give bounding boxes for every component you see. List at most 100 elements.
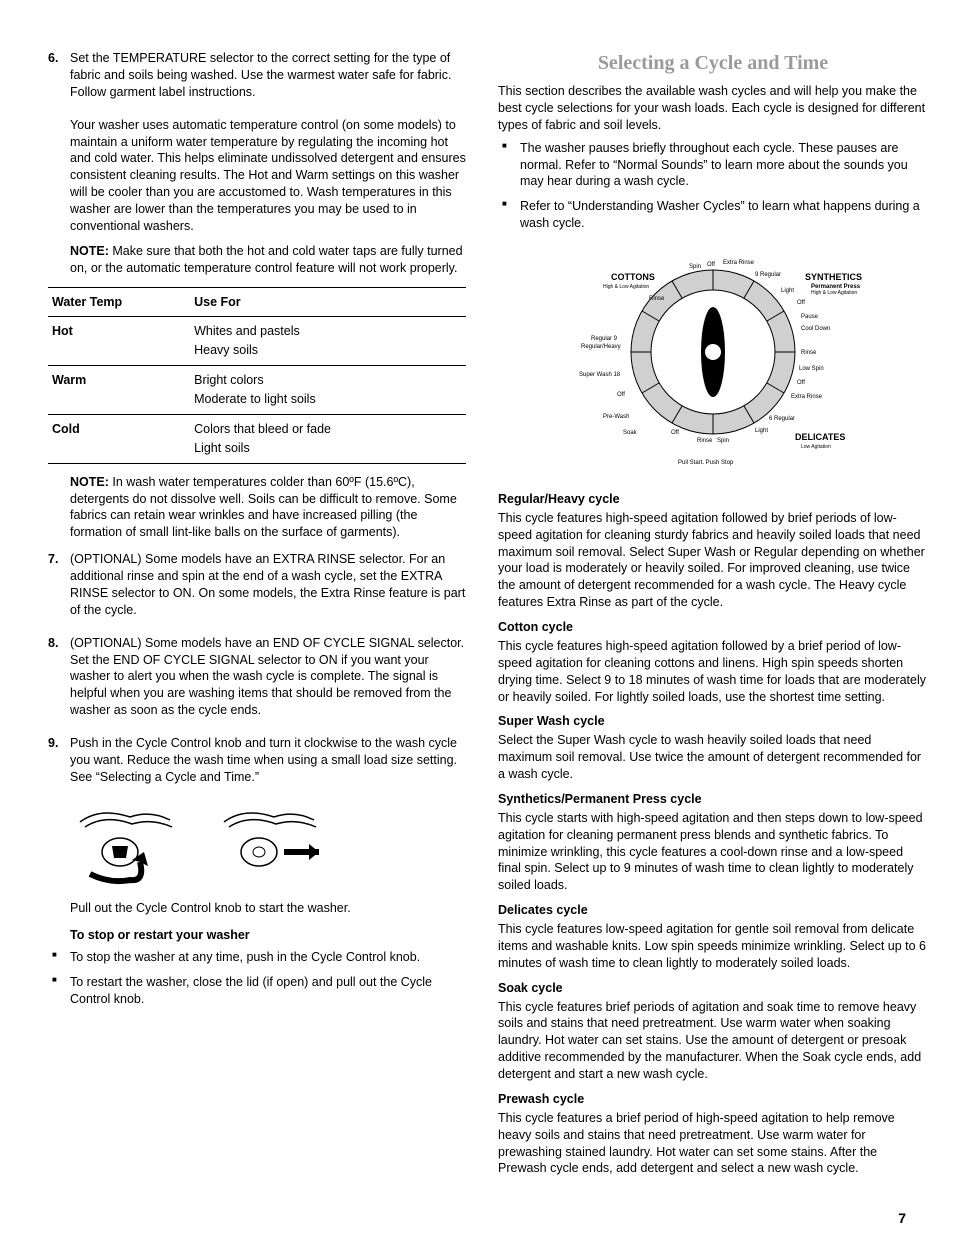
svg-text:Light: Light <box>781 288 794 294</box>
stop-restart-list: To stop the washer at any time, push in … <box>48 949 466 1008</box>
table-row: Cold Colors that bleed or fadeLight soil… <box>48 414 466 463</box>
cycle-heading: Regular/Heavy cycle <box>498 491 928 508</box>
step-text: Set the TEMPERATURE selector to the corr… <box>70 50 466 101</box>
svg-text:Off: Off <box>617 392 625 398</box>
use-cell: Whites and pastelsHeavy soils <box>190 317 466 366</box>
note: NOTE: In wash water temperatures colder … <box>70 474 466 542</box>
cycle-heading: Cotton cycle <box>498 619 928 636</box>
list-item: To restart the washer, close the lid (if… <box>48 974 466 1008</box>
step-text: (OPTIONAL) Some models have an END OF CY… <box>70 635 466 719</box>
step-number: 8. <box>48 635 70 727</box>
svg-text:Extra Rinse: Extra Rinse <box>791 394 823 400</box>
svg-text:Off: Off <box>671 430 679 436</box>
table-row: Warm Bright colorsModerate to light soil… <box>48 366 466 415</box>
step-6: 6. Set the TEMPERATURE selector to the c… <box>48 50 466 109</box>
step-number: 6. <box>48 50 70 109</box>
intro-bullets: The washer pauses briefly throughout eac… <box>498 140 928 232</box>
svg-text:Light: Light <box>755 428 768 434</box>
svg-text:High & Low Agitation: High & Low Agitation <box>603 284 649 290</box>
svg-text:Regular 9: Regular 9 <box>591 336 618 342</box>
cycle-regular-heavy: Regular/Heavy cycle This cycle features … <box>498 491 928 611</box>
section-title: Selecting a Cycle and Time <box>498 50 928 77</box>
step-number: 9. <box>48 735 70 794</box>
cycle-heading: Delicates cycle <box>498 902 928 919</box>
page-columns: 6. Set the TEMPERATURE selector to the c… <box>48 50 906 1181</box>
note: NOTE: Make sure that both the hot and co… <box>70 243 466 277</box>
note-label: NOTE: <box>70 244 109 258</box>
cycle-heading: Synthetics/Permanent Press cycle <box>498 791 928 808</box>
svg-text:Spin: Spin <box>717 438 729 444</box>
svg-text:Super Wash 18: Super Wash 18 <box>579 372 621 378</box>
svg-text:Rinse: Rinse <box>649 296 665 302</box>
svg-text:Off: Off <box>797 300 805 306</box>
svg-text:Rinse: Rinse <box>801 350 817 356</box>
svg-text:Pause: Pause <box>801 314 819 320</box>
knob-illustration <box>70 802 466 892</box>
svg-text:Off: Off <box>797 380 805 386</box>
temp-cell: Warm <box>48 366 190 415</box>
svg-text:Pull Start. Push Stop: Pull Start. Push Stop <box>678 460 734 466</box>
step-text: Push in the Cycle Control knob and turn … <box>70 735 466 786</box>
svg-text:6 Regular: 6 Regular <box>769 416 795 422</box>
cycle-dial-illustration: COTTONS High & Low Agitation SYNTHETICS … <box>498 242 928 477</box>
step-9: 9. Push in the Cycle Control knob and tu… <box>48 735 466 794</box>
cycle-soak: Soak cycle This cycle features brief per… <box>498 980 928 1083</box>
svg-text:DELICATES: DELICATES <box>795 432 845 442</box>
cycle-text: This cycle features a brief period of hi… <box>498 1110 928 1178</box>
illustration-caption: Pull out the Cycle Control knob to start… <box>70 900 466 917</box>
table-header: Use For <box>190 287 466 317</box>
svg-text:Spin: Spin <box>689 264 701 270</box>
cycle-text: Select the Super Wash cycle to wash heav… <box>498 732 928 783</box>
cycle-heading: Prewash cycle <box>498 1091 928 1108</box>
step-6-continuation: Your washer uses automatic temperature c… <box>70 117 466 277</box>
pull-knob-icon <box>214 802 334 892</box>
use-cell: Bright colorsModerate to light soils <box>190 366 466 415</box>
table-row: Hot Whites and pastelsHeavy soils <box>48 317 466 366</box>
step-8: 8. (OPTIONAL) Some models have an END OF… <box>48 635 466 727</box>
svg-text:Extra Rinse: Extra Rinse <box>723 260 755 266</box>
cycle-cotton: Cotton cycle This cycle features high-sp… <box>498 619 928 705</box>
list-item: Refer to “Understanding Washer Cycles” t… <box>498 198 928 232</box>
cycle-text: This cycle features brief periods of agi… <box>498 999 928 1083</box>
svg-text:Pre-Wash: Pre-Wash <box>603 414 629 420</box>
list-item: To stop the washer at any time, push in … <box>48 949 466 966</box>
svg-text:COTTONS: COTTONS <box>611 272 655 282</box>
svg-text:Rinse: Rinse <box>697 438 713 444</box>
step-number: 7. <box>48 551 70 627</box>
svg-text:9 Regular: 9 Regular <box>755 272 781 278</box>
svg-text:High & Low Agitation: High & Low Agitation <box>811 290 857 296</box>
svg-text:Low Agitation: Low Agitation <box>801 444 831 450</box>
cycle-heading: Super Wash cycle <box>498 713 928 730</box>
svg-text:Cool Down: Cool Down <box>801 326 830 332</box>
list-item: The washer pauses briefly throughout eac… <box>498 140 928 191</box>
cycle-text: This cycle starts with high-speed agitat… <box>498 810 928 894</box>
step-7: 7. (OPTIONAL) Some models have an EXTRA … <box>48 551 466 627</box>
cycle-text: This cycle features high-speed agitation… <box>498 638 928 706</box>
note-block: NOTE: In wash water temperatures colder … <box>70 474 466 542</box>
step-text: (OPTIONAL) Some models have an EXTRA RIN… <box>70 551 466 619</box>
table-header: Water Temp <box>48 287 190 317</box>
cycle-heading: Soak cycle <box>498 980 928 997</box>
svg-text:Regular/Heavy: Regular/Heavy <box>581 344 621 350</box>
svg-text:Soak: Soak <box>623 430 638 436</box>
cycle-delicates: Delicates cycle This cycle features low-… <box>498 902 928 972</box>
cycle-super-wash: Super Wash cycle Select the Super Wash c… <box>498 713 928 783</box>
cycle-text: This cycle features low-speed agitation … <box>498 921 928 972</box>
temp-cell: Hot <box>48 317 190 366</box>
svg-text:SYNTHETICS: SYNTHETICS <box>805 272 862 282</box>
temp-cell: Cold <box>48 414 190 463</box>
paragraph: Your washer uses automatic temperature c… <box>70 117 466 235</box>
water-temp-table: Water Temp Use For Hot Whites and pastel… <box>48 287 466 464</box>
cycle-text: This cycle features high-speed agitation… <box>498 510 928 611</box>
intro-paragraph: This section describes the available was… <box>498 83 928 134</box>
stop-restart-heading: To stop or restart your washer <box>70 927 466 944</box>
left-column: 6. Set the TEMPERATURE selector to the c… <box>48 50 466 1181</box>
push-knob-icon <box>70 802 190 892</box>
cycle-prewash: Prewash cycle This cycle features a brie… <box>498 1091 928 1177</box>
right-column: Selecting a Cycle and Time This section … <box>498 50 928 1181</box>
note-label: NOTE: <box>70 475 109 489</box>
svg-text:Off: Off <box>707 262 715 268</box>
page-number: 7 <box>48 1209 906 1228</box>
use-cell: Colors that bleed or fadeLight soils <box>190 414 466 463</box>
svg-text:Low Spin: Low Spin <box>799 366 824 372</box>
